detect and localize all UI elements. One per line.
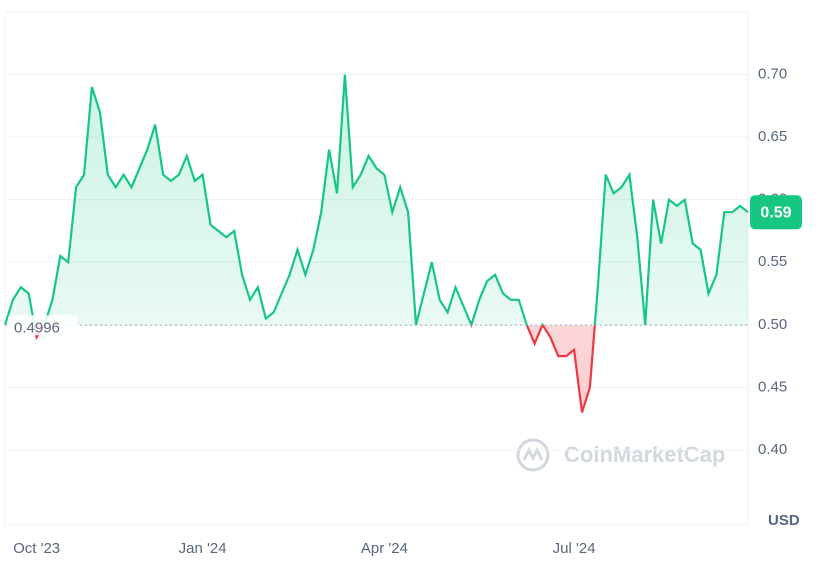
- y-tick-label: 0.55: [758, 253, 787, 270]
- y-tick-label: 0.65: [758, 128, 787, 145]
- area-above: [5, 74, 748, 326]
- price-badge-label: 0.59: [760, 204, 791, 221]
- unit-label: USD: [768, 512, 800, 529]
- y-tick-label: 0.50: [758, 316, 787, 333]
- price-line-above: [3, 74, 749, 326]
- x-tick-label: Oct '23: [13, 540, 60, 557]
- baseline-label: 0.4996: [14, 319, 60, 336]
- x-tick-label: Apr '24: [361, 540, 408, 557]
- watermark-text: CoinMarketCap: [564, 442, 725, 467]
- y-tick-label: 0.45: [758, 378, 787, 395]
- x-tick-label: Jul '24: [553, 540, 596, 557]
- y-tick-label: 0.70: [758, 66, 787, 83]
- baseline-label-bg: [8, 315, 78, 336]
- y-tick-label: 0.40: [758, 441, 787, 458]
- watermark: CoinMarketCap: [516, 438, 725, 472]
- price-badge: [750, 195, 802, 230]
- x-tick-label: Jan '24: [179, 540, 227, 557]
